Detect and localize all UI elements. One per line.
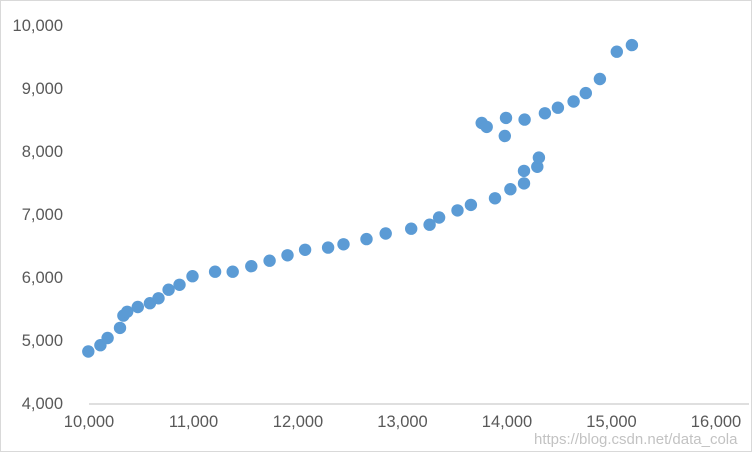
svg-text:4,000: 4,000 xyxy=(22,395,63,413)
svg-text:10,000: 10,000 xyxy=(13,17,63,35)
svg-text:16,000: 16,000 xyxy=(691,413,741,431)
svg-text:10,000: 10,000 xyxy=(64,413,114,431)
svg-text:5,000: 5,000 xyxy=(22,332,63,350)
svg-text:8,000: 8,000 xyxy=(22,143,63,161)
svg-text:15,000: 15,000 xyxy=(586,413,636,431)
svg-text:11,000: 11,000 xyxy=(169,413,218,431)
svg-text:6,000: 6,000 xyxy=(22,269,63,287)
svg-text:12,000: 12,000 xyxy=(273,413,323,431)
svg-text:9,000: 9,000 xyxy=(22,80,63,98)
svg-text:7,000: 7,000 xyxy=(22,206,63,224)
svg-text:13,000: 13,000 xyxy=(377,413,427,431)
svg-text:14,000: 14,000 xyxy=(482,413,532,431)
